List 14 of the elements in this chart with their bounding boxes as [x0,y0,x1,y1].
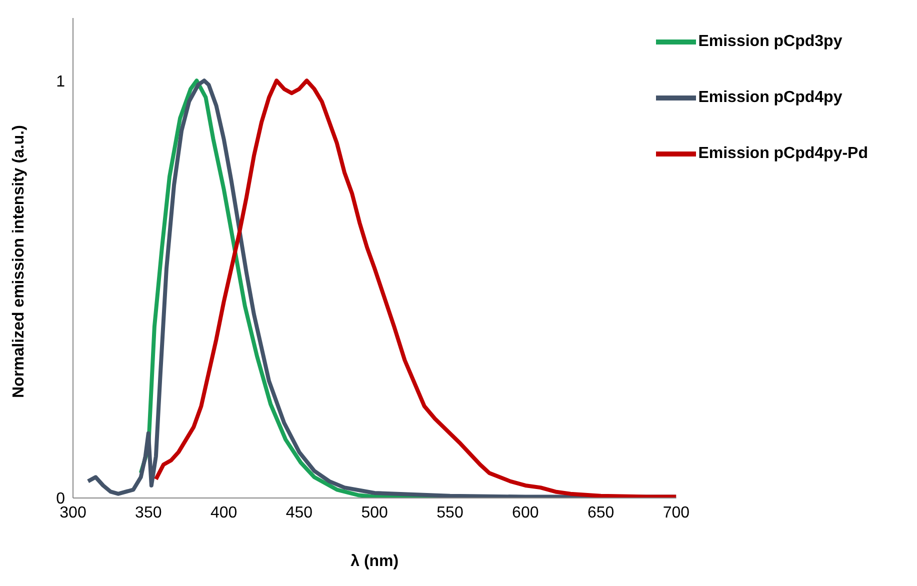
x-tick-label: 650 [587,504,614,522]
x-tick-label: 450 [286,504,313,522]
x-tick-label: 550 [436,504,464,522]
x-tick-label: 350 [135,504,162,522]
x-tick-label: 500 [361,504,388,522]
legend-label: Emission pCpd3py [698,33,842,51]
legend-label: Emission pCpd4py [698,89,842,107]
legend-label: Emission pCpd4py-Pd [698,145,868,163]
y-axis-title: Normalized emission intensity (a.u.) [10,125,28,398]
x-tick-label: 400 [210,504,238,522]
x-axis-title: λ (nm) [350,553,399,570]
y-tick-label: 1 [56,73,66,90]
x-tick-label: 700 [662,504,690,522]
x-tick-label: 600 [512,504,539,522]
